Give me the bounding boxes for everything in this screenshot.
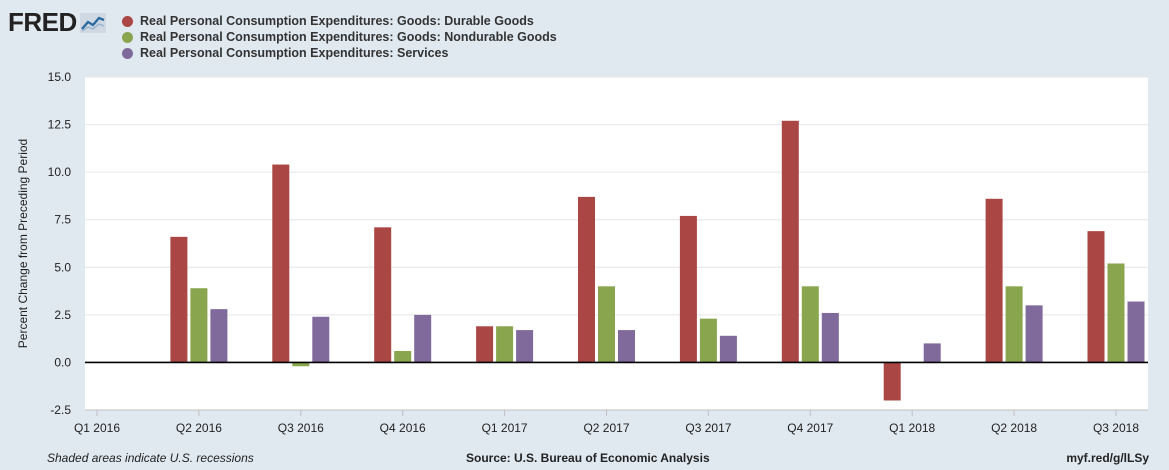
x-tick-label: Q3 2018: [1093, 421, 1139, 435]
y-tick-label: 7.5: [54, 213, 71, 227]
y-tick-label: -2.5: [50, 403, 71, 417]
bar-durable-2: [272, 164, 290, 363]
x-tick-label: Q1 2017: [482, 421, 528, 435]
bar-services-3: [414, 314, 432, 363]
bar-nondurable-1: [190, 288, 208, 363]
bar-nondurable-9: [1005, 286, 1023, 363]
bar-services-7: [821, 312, 839, 363]
x-tick-label: Q3 2017: [685, 421, 731, 435]
bar-services-6: [719, 335, 737, 363]
bar-nondurable-7: [801, 286, 819, 363]
legend-item-nondurable[interactable]: Real Personal Consumption Expenditures: …: [122, 29, 557, 45]
bar-durable-3: [374, 227, 392, 363]
legend-item-durable[interactable]: Real Personal Consumption Expenditures: …: [122, 13, 557, 29]
bar-services-1: [210, 309, 228, 363]
bar-services-9: [1025, 305, 1043, 363]
y-tick-label: 12.5: [48, 118, 72, 132]
legend-swatch-nondurable: [122, 31, 133, 43]
x-tick-label: Q2 2018: [991, 421, 1037, 435]
y-tick-label: 15.0: [48, 70, 72, 84]
bar-durable-10: [1087, 231, 1105, 363]
trend-chart-icon: [79, 12, 106, 33]
x-tick-label: Q1 2016: [74, 421, 120, 435]
x-tick-label: Q1 2018: [889, 421, 935, 435]
bar-nondurable-5: [598, 286, 615, 363]
chart-legend: Real Personal Consumption Expenditures: …: [122, 13, 557, 61]
bar-nondurable-3: [394, 351, 412, 363]
bar-durable-9: [985, 198, 1003, 363]
x-tick-label: Q2 2016: [176, 421, 222, 435]
logo-text: FRED: [8, 7, 77, 37]
bar-nondurable-10: [1107, 263, 1125, 363]
plot-area: [85, 77, 1148, 410]
bar-durable-6: [679, 215, 697, 363]
legend-swatch-durable: [122, 15, 133, 27]
bar-services-5: [618, 330, 635, 363]
y-tick-label: 10.0: [48, 165, 72, 179]
bar-services-8: [923, 343, 941, 363]
source-note: Source: U.S. Bureau of Economic Analysis: [466, 451, 710, 465]
x-tick-label: Q3 2016: [278, 421, 324, 435]
bar-durable-4: [476, 326, 494, 363]
bar-durable-5: [578, 196, 595, 363]
bar-nondurable-6: [699, 318, 717, 363]
bar-services-2: [312, 316, 330, 363]
bar-durable-7: [781, 120, 799, 363]
bar-nondurable-2: [292, 362, 310, 367]
y-tick-label: 2.5: [54, 308, 71, 322]
y-axis-label: Percent Change from Preceding Period: [16, 139, 30, 348]
bar-services-4: [516, 330, 534, 363]
recession-note: Shaded areas indicate U.S. recessions: [47, 451, 254, 465]
bar-nondurable-4: [496, 326, 514, 363]
bar-durable-8: [883, 362, 901, 401]
x-tick-label: Q4 2016: [380, 421, 426, 435]
legend-label-durable: Real Personal Consumption Expenditures: …: [140, 14, 534, 28]
fred-logo[interactable]: FRED: [8, 7, 106, 38]
legend-swatch-services: [122, 47, 133, 59]
bar-durable-1: [170, 236, 188, 363]
y-tick-label: 0.0: [54, 355, 71, 369]
short-link[interactable]: myf.red/g/lLSy: [1066, 451, 1149, 465]
x-tick-label: Q4 2017: [787, 421, 833, 435]
bar-services-10: [1127, 301, 1145, 363]
y-tick-label: 5.0: [54, 260, 71, 274]
legend-item-services[interactable]: Real Personal Consumption Expenditures: …: [122, 45, 557, 61]
legend-label-services: Real Personal Consumption Expenditures: …: [140, 46, 449, 60]
bar-chart: -2.5 0.0 2.5 5.0 7.5 10.0 12.5 15.0 Percent Chan…: [16, 70, 1148, 435]
x-tick-label: Q2 2017: [583, 421, 629, 435]
legend-label-nondurable: Real Personal Consumption Expenditures: …: [140, 30, 557, 44]
